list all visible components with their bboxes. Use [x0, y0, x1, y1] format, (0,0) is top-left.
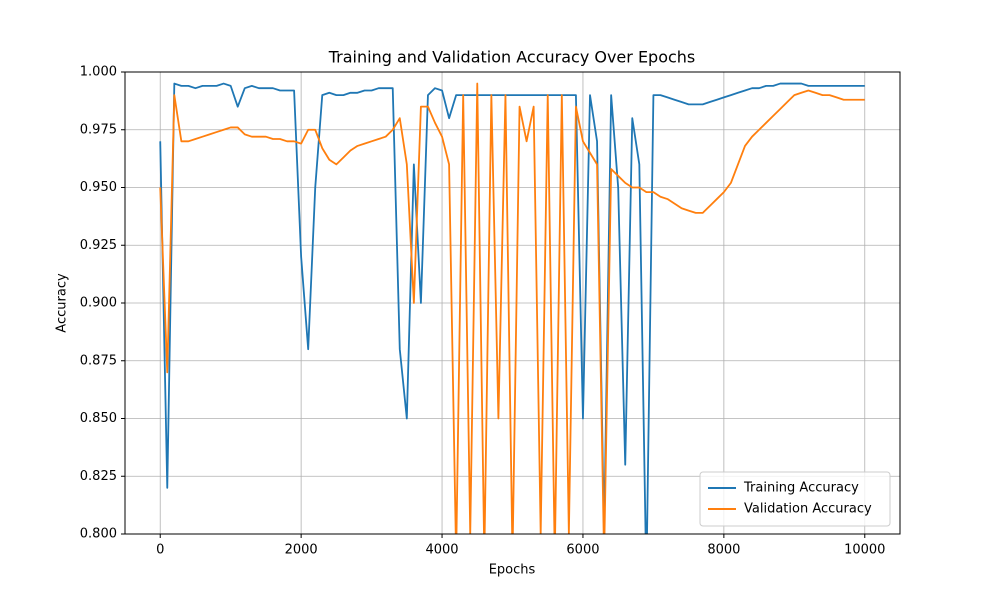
data-line [159, 82, 865, 534]
y-tick-label: 0.950 [80, 180, 117, 195]
y-axis-label: Accuracy [55, 273, 70, 333]
legend: Training Accuracy Validation Accuracy [699, 471, 891, 527]
x-tick-label: 10000 [844, 543, 885, 558]
y-tick-label: 1.000 [80, 65, 117, 80]
x-tick-label: 6000 [566, 543, 599, 558]
plot-area [159, 82, 865, 534]
data-line [159, 82, 865, 534]
x-axis-label: Epochs [489, 563, 536, 578]
x-tick-label: 4000 [425, 543, 458, 558]
y-tick-label: 0.875 [80, 353, 117, 368]
legend-label: Validation Accuracy [744, 502, 872, 517]
y-tick-label: 0.925 [80, 238, 117, 253]
legend-label: Training Accuracy [743, 481, 859, 496]
y-tick-label: 0.825 [80, 469, 117, 484]
y-tick-label: 0.850 [80, 411, 117, 426]
x-tick-label: 0 [156, 543, 164, 558]
y-tick-label: 0.900 [80, 296, 117, 311]
legend-box [699, 471, 891, 527]
chart-title: Training and Validation Accuracy Over Ep… [328, 48, 696, 67]
ticks: 0.800 0.825 0.850 0.875 0.900 0.925 0.950 0.975… [80, 65, 886, 558]
y-tick-label: 0.800 [80, 527, 117, 542]
y-tick-label: 0.975 [80, 122, 117, 137]
x-tick-label: 8000 [707, 543, 740, 558]
x-tick-label: 2000 [285, 543, 318, 558]
